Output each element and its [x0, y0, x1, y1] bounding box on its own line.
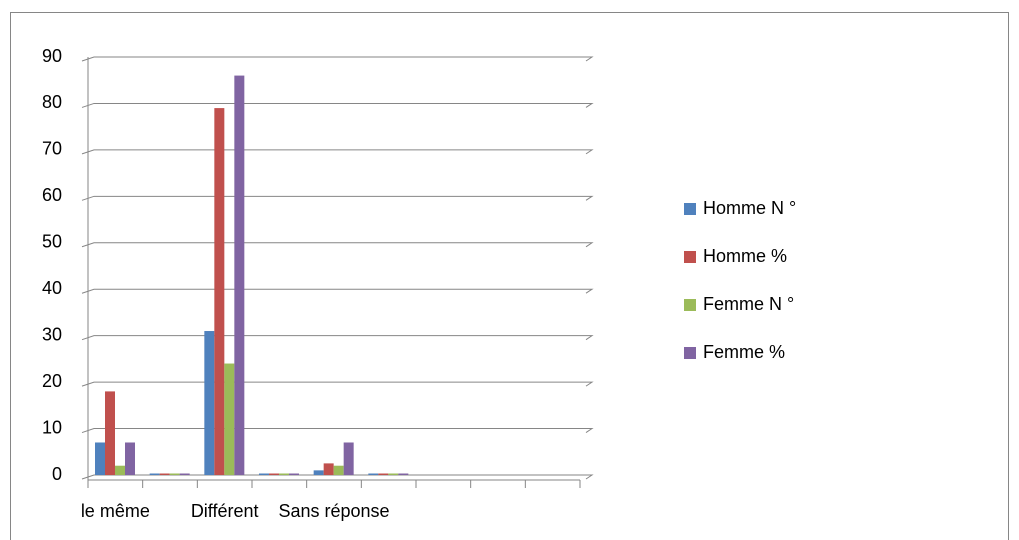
legend-swatch [684, 347, 696, 359]
y-tick-label: 60 [42, 185, 62, 205]
bar [323, 463, 334, 475]
bar [115, 465, 125, 475]
y-tick-label: 30 [42, 324, 62, 344]
y-tick-label: 20 [42, 371, 62, 391]
legend-label: Femme % [703, 342, 785, 362]
bar [159, 473, 170, 475]
y-tick-label: 40 [42, 278, 62, 298]
x-tick-label: Différent [191, 501, 259, 521]
y-tick-label: 10 [42, 417, 62, 437]
bar [289, 473, 299, 475]
bar [105, 391, 115, 475]
legend-label: Femme N ° [703, 294, 794, 314]
bar [214, 108, 225, 475]
y-tick-label: 90 [42, 46, 62, 66]
x-tick-label: Sans réponse [278, 501, 389, 521]
bar [95, 442, 105, 475]
bar [259, 473, 269, 475]
legend-label: Homme N ° [703, 198, 796, 218]
y-tick-label: 0 [52, 464, 62, 484]
legend-swatch [684, 203, 696, 215]
bar [398, 473, 409, 475]
bar [179, 473, 190, 475]
grid-line [81, 242, 594, 248]
bar [279, 473, 289, 475]
grid-line [81, 428, 594, 434]
legend-swatch [684, 299, 696, 311]
legend-swatch [684, 251, 696, 263]
chart-border [10, 12, 1009, 540]
grid-line [81, 288, 594, 294]
y-tick-label: 50 [42, 232, 62, 252]
legend-label: Homme % [703, 246, 787, 266]
y-tick-label: 80 [42, 92, 62, 112]
bar [388, 473, 399, 475]
bar [169, 473, 180, 475]
bar [204, 331, 215, 475]
grid-line [81, 102, 594, 108]
x-tick-label: le même [81, 501, 150, 521]
bar [125, 442, 135, 475]
bar [149, 473, 160, 475]
grid-line [81, 335, 594, 341]
bar [378, 473, 389, 475]
bar [234, 75, 245, 476]
bar [368, 473, 379, 475]
bar [313, 470, 324, 475]
grid-line [81, 381, 594, 387]
grid-line [81, 195, 594, 201]
bar [224, 363, 235, 475]
bar [269, 473, 279, 475]
grid-line [81, 149, 594, 155]
y-tick-label: 70 [42, 139, 62, 159]
bar [343, 442, 354, 475]
bar [333, 465, 344, 475]
grid-line [81, 56, 594, 62]
